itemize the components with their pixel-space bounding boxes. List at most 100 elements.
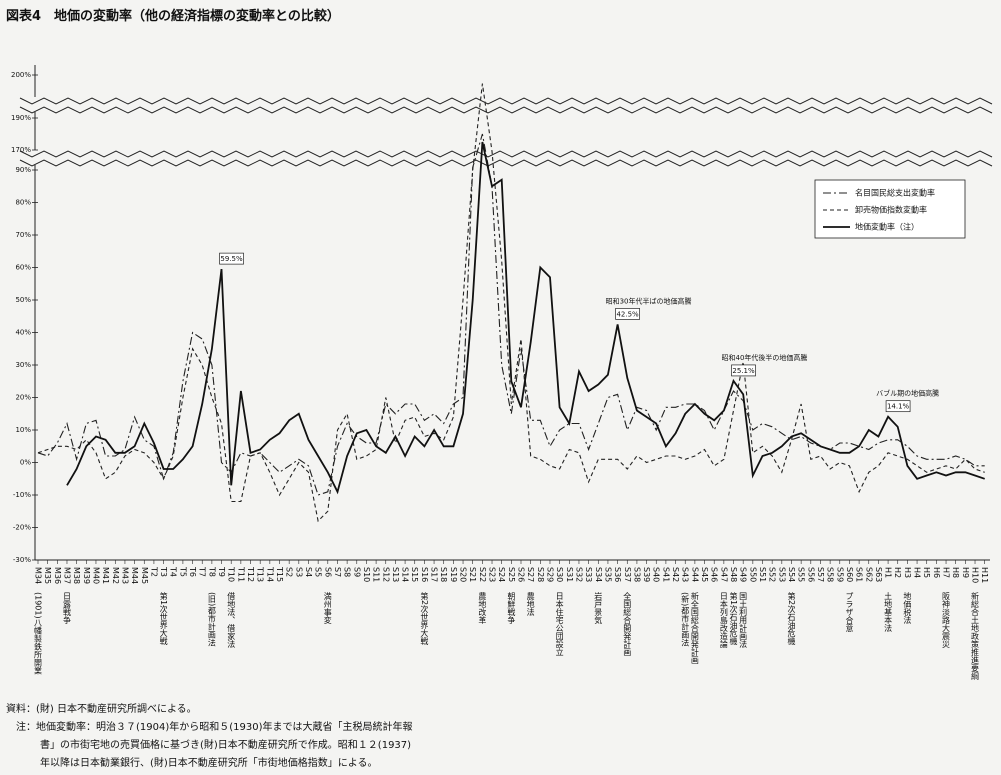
legend-label: 卸売物価指数変動率 — [855, 205, 927, 215]
x-tick-label: S14 — [401, 567, 410, 582]
x-tick-label: H3 — [903, 567, 912, 578]
x-tick-label: S34 — [594, 567, 603, 582]
x-tick-label: T4 — [169, 566, 178, 577]
x-tick-label: S11 — [372, 567, 381, 582]
x-tick-label: H6 — [932, 567, 941, 578]
event-label: 満州事変 — [323, 592, 332, 625]
x-tick-label: S52 — [768, 567, 777, 582]
value-label-box — [885, 400, 911, 413]
x-tick-label: S10 — [362, 567, 371, 582]
x-tick-label: S21 — [468, 567, 477, 582]
x-tick-label: H2 — [893, 567, 902, 578]
event-label: 国土利用計画法 — [739, 592, 748, 649]
x-tick-label: H4 — [913, 567, 922, 578]
x-tick-label: S18 — [439, 567, 448, 582]
x-tick-label: T8 — [207, 566, 216, 577]
x-tick-label: S50 — [748, 567, 757, 582]
series-line — [37, 83, 985, 523]
value-label-box — [615, 308, 640, 320]
value-label: 59.5% — [220, 255, 243, 263]
x-tick-label: T5 — [178, 566, 187, 577]
chart-title: 図表4 地価の変動率（他の経済指標の変動率との比較） — [6, 8, 340, 24]
x-tick-label: T2 — [149, 566, 158, 577]
x-tick-label: T15 — [275, 566, 284, 582]
x-tick-label: S58 — [826, 567, 835, 582]
x-tick-label: S43 — [681, 567, 690, 582]
x-tick-label: M45 — [140, 567, 149, 584]
x-tick-label: T9 — [217, 566, 226, 577]
footnote: 資料：(財) 日本不動産研究所調べによる。 — [6, 702, 197, 715]
event-label: (1901)八幡製鉄所開業 — [34, 592, 43, 676]
legend-label: 地価変動率（注） — [855, 222, 919, 232]
event-label: 全国総合開発計画 — [623, 591, 632, 657]
axis-break-line — [19, 106, 993, 114]
legend-box — [814, 179, 966, 239]
axis-break-line — [19, 159, 993, 167]
axis-break — [20, 97, 995, 112]
event-label: 新全国総合開発計画 — [690, 591, 699, 665]
y-tick-label: 90% — [15, 166, 31, 174]
annotation: 昭和40年代後半の地価高騰 — [722, 353, 808, 362]
x-tick-label: M42 — [111, 567, 120, 584]
x-tick-label: S4 — [304, 567, 313, 577]
x-tick-label: T10 — [227, 566, 236, 582]
x-tick-label: S60 — [845, 567, 854, 582]
x-tick-label: S20 — [459, 567, 468, 582]
event-label: 朝鮮戦争 — [507, 592, 516, 625]
x-tick-label: S3 — [294, 567, 303, 577]
y-tick-label: 40% — [15, 329, 31, 337]
event-label: 地価税法 — [903, 591, 912, 625]
x-tick-label: S53 — [777, 567, 786, 582]
x-tick-label: S17 — [430, 567, 439, 582]
x-tick-label: S16 — [420, 567, 429, 582]
event-label: 阪神淡路大震災 — [942, 592, 951, 648]
x-tick-label: S35 — [603, 567, 612, 582]
x-tick-label: S25 — [507, 567, 516, 582]
x-tick-label: S55 — [797, 567, 806, 582]
x-tick-label: S33 — [584, 567, 593, 582]
footnote: 注：地価変動率：明治３７(1904)年から昭和５(1930)年までは大蔵省「主税… — [16, 720, 413, 733]
x-tick-label: S31 — [565, 567, 574, 582]
x-tick-label: S39 — [642, 567, 651, 582]
event-label: 第1次石油危機 — [729, 591, 738, 646]
axis-break — [20, 150, 995, 165]
y-tick-label: 170% — [11, 146, 31, 154]
x-tick-label: S27 — [526, 567, 535, 582]
x-tick-label: H10 — [971, 567, 980, 583]
event-label: 新総合土地政策推進要綱 — [971, 591, 980, 681]
x-tick-label: S57 — [816, 567, 825, 582]
x-tick-label: S12 — [381, 567, 390, 582]
y-tick-label: 70% — [15, 231, 31, 239]
value-label: 14.1% — [887, 403, 910, 411]
event-label: 農地改革 — [478, 591, 487, 625]
x-tick-label: M40 — [91, 567, 100, 584]
value-label-box — [219, 252, 244, 265]
footnote: 年以降は日本勧業銀行、(財)日本不動産研究所「市街地価格指数」による。 — [40, 756, 378, 769]
event-label: プラザ合意 — [845, 592, 854, 632]
event-label: 借地法、借家法 — [227, 591, 236, 649]
y-tick-label: -20% — [13, 524, 31, 532]
y-tick-label: 10% — [15, 426, 31, 434]
legend-label: 名目国民総支出変動率 — [855, 188, 935, 198]
x-tick-label: H8 — [951, 567, 960, 578]
x-tick-label: S41 — [661, 567, 670, 582]
x-tick-label: S46 — [710, 567, 719, 582]
series-line — [66, 141, 985, 495]
annotation: 昭和30年代半ばの地価高騰 — [606, 296, 692, 305]
event-label: 第1次世界大戦 — [159, 591, 168, 646]
y-tick-label: -10% — [13, 491, 31, 499]
x-tick-label: S62 — [864, 567, 873, 582]
axis-break-line — [19, 97, 993, 105]
x-tick-label: M37 — [62, 567, 71, 584]
event-label: (新)都市計画法 — [681, 592, 690, 647]
x-tick-label: S30 — [555, 567, 564, 582]
y-tick-label: 0% — [20, 459, 31, 467]
x-tick-label: S59 — [835, 567, 844, 582]
x-tick-label: S44 — [690, 567, 699, 582]
x-tick-label: S54 — [787, 567, 796, 582]
x-tick-label: S5 — [314, 567, 323, 577]
x-tick-label: S49 — [739, 567, 748, 582]
x-tick-label: M38 — [72, 567, 81, 584]
x-tick-label: M41 — [101, 567, 110, 584]
